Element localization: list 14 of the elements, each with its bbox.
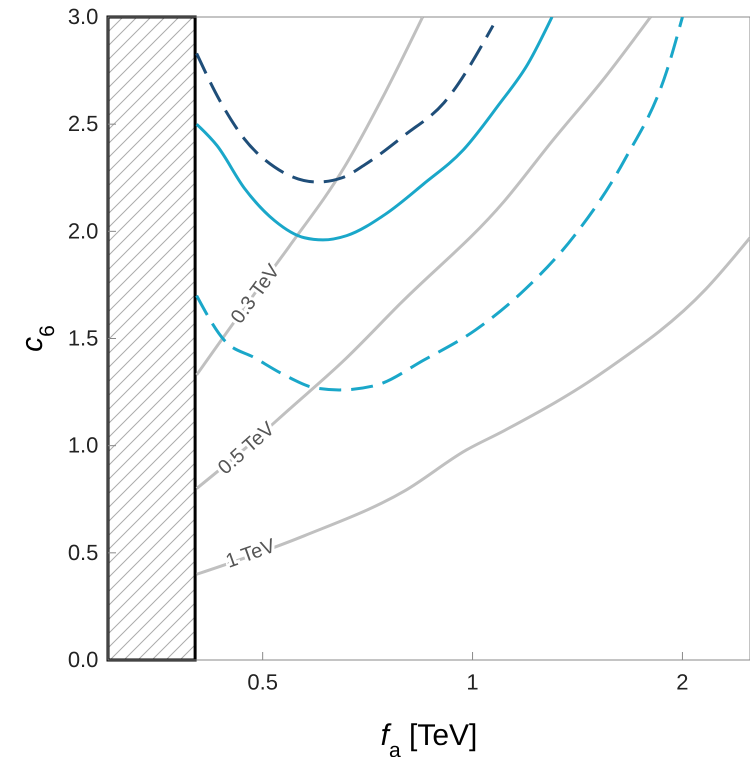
y-tick-label: 3.0	[68, 4, 98, 30]
x-axis-title: f$_{a}$ [TeV]	[380, 719, 478, 757]
x-tick-label: 0.5	[247, 669, 278, 694]
annotation: 0.3 TeV	[226, 260, 285, 328]
y-tick-label: 1.0	[68, 432, 98, 458]
y-tick-label: 2.0	[68, 218, 98, 244]
annotation: 0.5 TeV	[214, 418, 280, 480]
y-tick-label: 1.5	[68, 326, 98, 351]
y-tick-label: 0.0	[68, 647, 98, 672]
annotation: 1 TeV	[223, 534, 279, 573]
x-tick-label: 1	[466, 669, 479, 694]
x-tick-label: 2	[676, 669, 689, 694]
y-tick-label: 0.5	[68, 540, 98, 565]
y-tick-label: 2.5	[68, 111, 98, 136]
